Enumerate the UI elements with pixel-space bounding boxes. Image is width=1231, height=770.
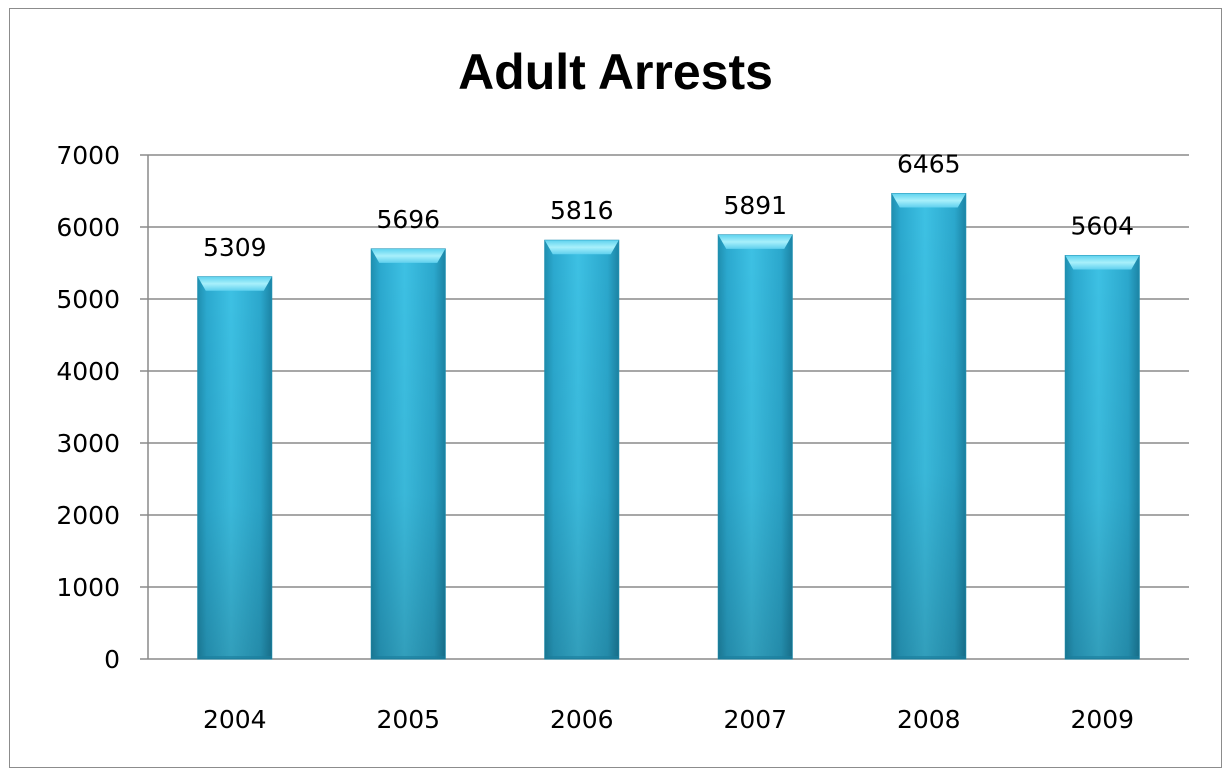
bar-shade — [718, 234, 793, 659]
bar-shade — [197, 276, 272, 659]
y-tick-label: 4000 — [56, 357, 120, 386]
bar-top — [891, 193, 966, 208]
bar-shade — [891, 193, 966, 659]
bar-shade — [1065, 255, 1140, 659]
data-label: 5816 — [550, 196, 614, 225]
bar-shade — [544, 240, 619, 660]
bar-base — [544, 656, 619, 659]
bar-base — [891, 656, 966, 659]
x-tick-label: 2004 — [203, 705, 267, 734]
bars — [197, 193, 1140, 660]
bar-top — [718, 234, 793, 249]
x-tick-label: 2009 — [1070, 705, 1134, 734]
bar-2009 — [1064, 255, 1140, 660]
bar-2005 — [370, 248, 446, 660]
data-label: 5891 — [723, 191, 787, 220]
bar-top — [371, 248, 446, 263]
y-tick-label: 6000 — [56, 213, 120, 242]
y-tick-label: 3000 — [56, 429, 120, 458]
gridlines — [148, 154, 1189, 588]
data-label: 5696 — [376, 205, 440, 234]
chart-title: Adult Arrests — [458, 44, 773, 100]
x-tick-label: 2006 — [550, 705, 614, 734]
data-label: 5309 — [203, 233, 267, 262]
axes — [140, 154, 1189, 660]
y-tick-label: 1000 — [56, 573, 120, 602]
x-tick-label: 2007 — [723, 705, 787, 734]
labels: 0 1000 2000 3000 4000 5000 6000 7000 5309 2004 569… — [56, 141, 1134, 734]
bar-base — [718, 656, 793, 659]
y-tick-label: 0 — [104, 645, 120, 674]
bar-top — [1065, 255, 1140, 270]
bar-2006 — [544, 239, 620, 660]
bar-base — [197, 656, 272, 659]
bar-base — [371, 656, 446, 659]
x-tick-label: 2005 — [376, 705, 440, 734]
bar-top — [544, 240, 619, 255]
bar-2007 — [717, 234, 793, 660]
bar-2004 — [197, 276, 273, 660]
bar-shade — [371, 248, 446, 659]
y-tick-label: 5000 — [56, 285, 120, 314]
x-tick-label: 2008 — [897, 705, 961, 734]
bar-base — [1065, 656, 1140, 659]
y-tick-label: 2000 — [56, 501, 120, 530]
bar-2008 — [891, 193, 967, 660]
y-tick-label: 7000 — [56, 141, 120, 170]
bar-top — [197, 276, 272, 291]
data-label: 5604 — [1070, 212, 1134, 241]
data-label: 6465 — [897, 150, 961, 179]
